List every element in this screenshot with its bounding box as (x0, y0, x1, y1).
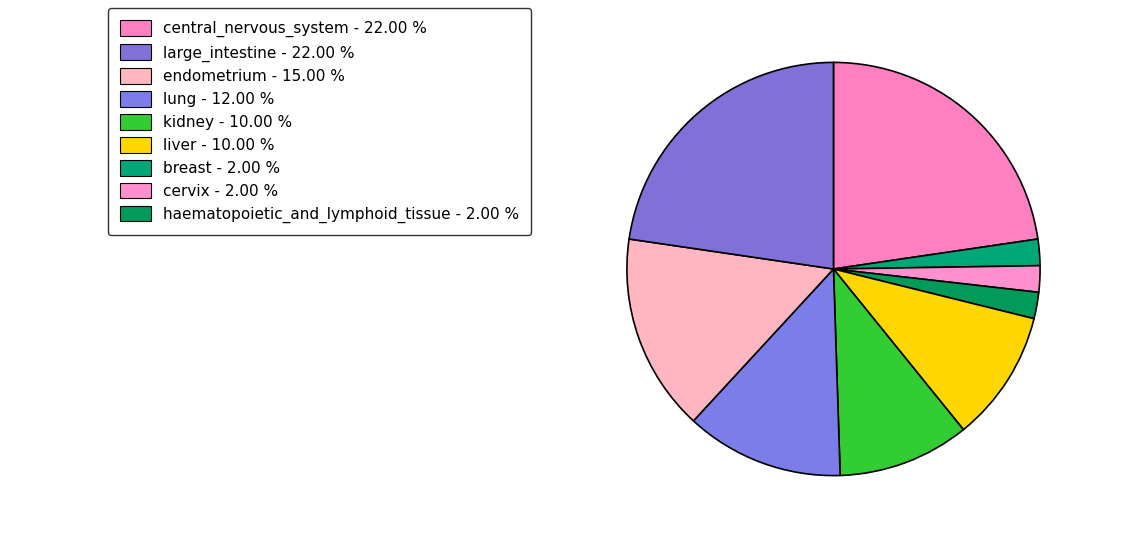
Wedge shape (833, 269, 1039, 318)
Wedge shape (833, 269, 1034, 430)
Wedge shape (833, 266, 1040, 292)
Wedge shape (693, 269, 840, 476)
Wedge shape (627, 239, 833, 421)
Wedge shape (833, 62, 1038, 269)
Wedge shape (629, 62, 833, 269)
Wedge shape (833, 269, 964, 476)
Legend: central_nervous_system - 22.00 %, large_intestine - 22.00 %, endometrium - 15.00: central_nervous_system - 22.00 %, large_… (108, 8, 531, 235)
Wedge shape (833, 239, 1040, 269)
